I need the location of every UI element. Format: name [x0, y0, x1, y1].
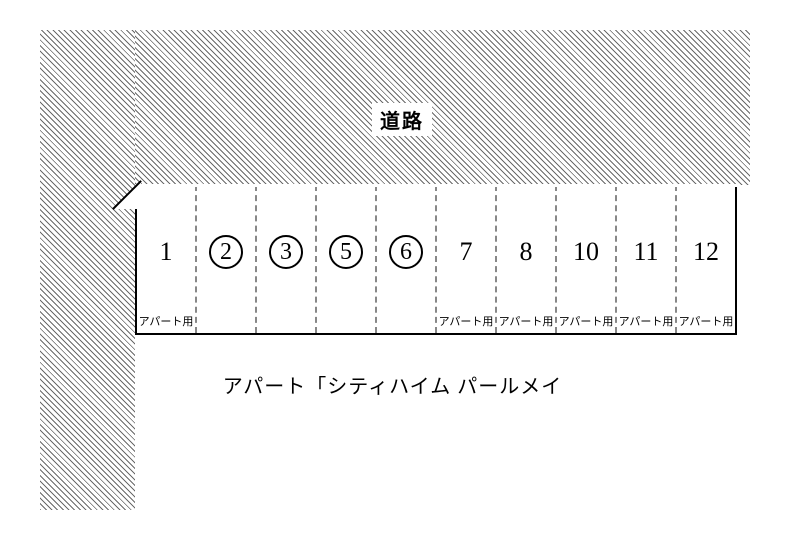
- parking-slot: 8 アパート用: [497, 185, 557, 333]
- parking-slot: 12 アパート用: [677, 185, 735, 333]
- corner-notch-edge: [113, 181, 141, 209]
- parking-slot: 6: [377, 185, 437, 333]
- parking-slot: 2: [197, 185, 257, 333]
- slot-number: 7: [437, 237, 495, 267]
- slot-number: 10: [557, 237, 615, 267]
- slot-number-circled: 2: [209, 235, 243, 269]
- slot-number-circled: 6: [389, 235, 423, 269]
- slot-number: 12: [677, 237, 735, 267]
- parking-slot: 7 アパート用: [437, 185, 497, 333]
- slot-number: 8: [497, 237, 555, 267]
- slot-tag: アパート用: [557, 313, 615, 329]
- parking-diagram: { "road": { "label": "道路" }, "lot": { "s…: [0, 0, 785, 547]
- slot-tag: アパート用: [617, 313, 675, 329]
- parking-slot: 1 アパート用: [137, 185, 197, 333]
- road-label: 道路: [372, 103, 432, 136]
- parking-slot: 11 アパート用: [617, 185, 677, 333]
- lot-top-open-edge: [135, 184, 737, 187]
- road-area-left: [40, 30, 135, 510]
- parking-slot: 3: [257, 185, 317, 333]
- slot-number-circled: 5: [329, 235, 363, 269]
- parking-slot: 10 アパート用: [557, 185, 617, 333]
- slot-tag: アパート用: [437, 313, 495, 329]
- parking-lot: 1 アパート用 23567 アパート用 8 アパート用 10 アパート用 11 アパート用 12 アパ…: [135, 185, 737, 335]
- slot-tag: アパート用: [137, 313, 195, 329]
- slot-number: 11: [617, 237, 675, 267]
- slot-tag: アパート用: [497, 313, 555, 329]
- parking-slot: 5: [317, 185, 377, 333]
- slot-number: 1: [137, 237, 195, 267]
- slot-tag: アパート用: [677, 313, 735, 329]
- slot-number-circled: 3: [269, 235, 303, 269]
- building-caption: アパート「シティハイム パールメイ: [0, 370, 785, 399]
